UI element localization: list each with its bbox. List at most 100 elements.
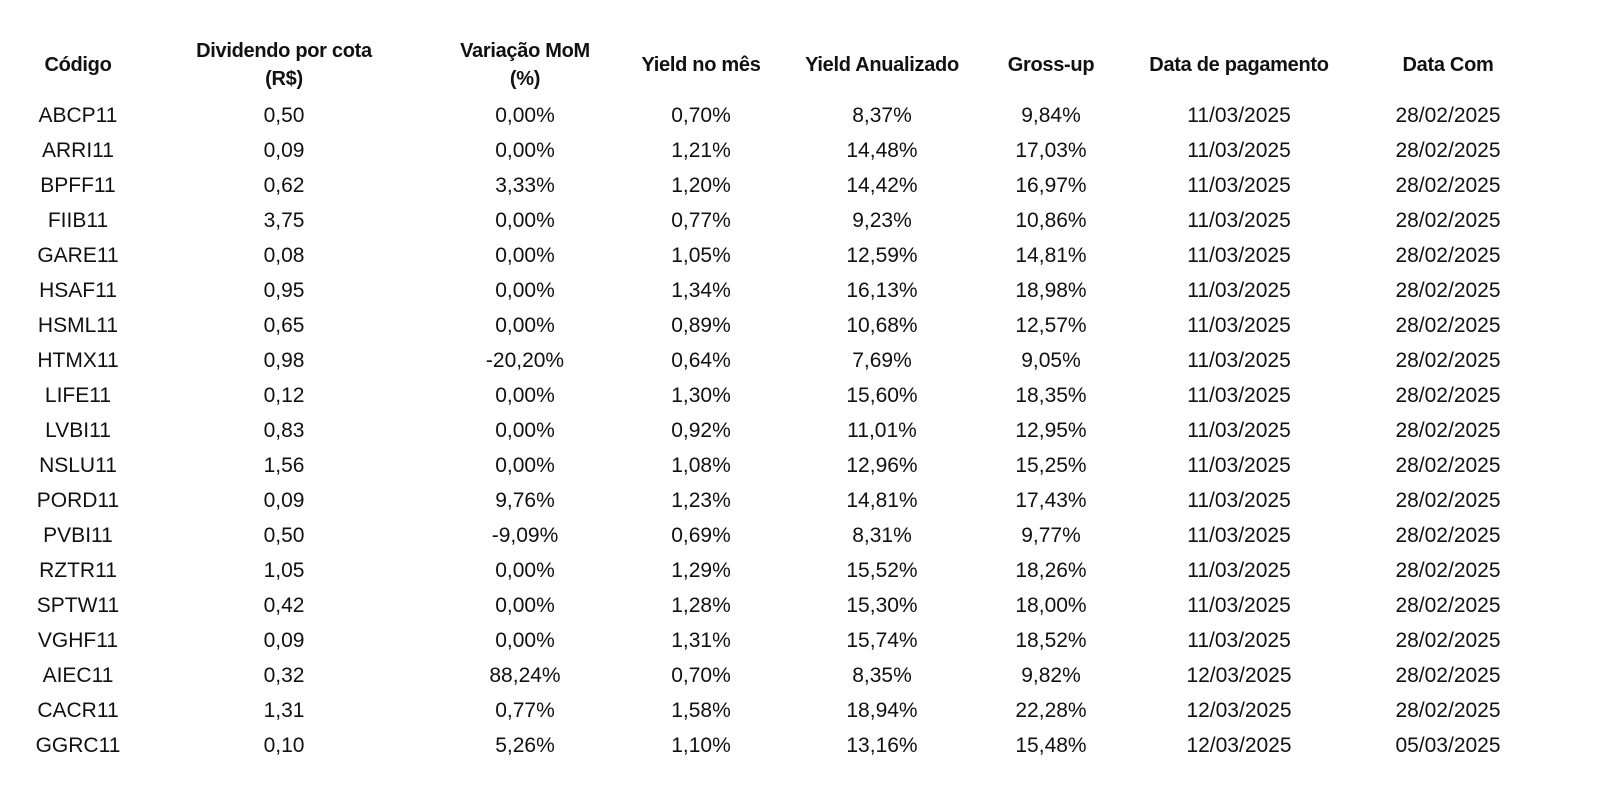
column-header-variacao-mom: Variação MoM (%) xyxy=(436,32,614,98)
cell-yield-anualizado: 10,68% xyxy=(846,313,918,337)
table-row: NSLU11 1,56 0,00% 1,08% 12,96% 15,25% 11/03/20… xyxy=(24,448,1544,483)
cell-yield-anualizado: 14,81% xyxy=(846,488,918,512)
cell-yield-no-mes: 0,77% xyxy=(671,208,731,232)
cell-data-de-pagamento: 11/03/2025 xyxy=(1187,628,1291,652)
column-header-text: Dividendo por cota xyxy=(196,40,372,62)
table-row: GARE11 0,08 0,00% 1,05% 12,59% 14,81% 11/03/20… xyxy=(24,238,1544,273)
cell-codigo: BPFF11 xyxy=(40,173,116,197)
table-row: PORD11 0,09 9,76% 1,23% 14,81% 17,43% 11/03/20… xyxy=(24,483,1544,518)
cell-yield-anualizado: 15,74% xyxy=(846,628,918,652)
cell-data-com: 28/02/2025 xyxy=(1395,698,1501,722)
cell-data-com: 28/02/2025 xyxy=(1395,348,1501,372)
column-header-text: Yield no mês xyxy=(641,54,761,76)
cell-dividendo-por-cota: 0,12 xyxy=(263,383,305,407)
cell-variacao-mom: 0,00% xyxy=(495,558,555,582)
cell-data-com: 28/02/2025 xyxy=(1395,383,1501,407)
cell-codigo: GARE11 xyxy=(37,243,119,267)
cell-codigo: ABCP11 xyxy=(38,103,118,127)
cell-gross-up: 18,35% xyxy=(1015,383,1087,407)
cell-dividendo-por-cota: 0,42 xyxy=(263,593,305,617)
column-header-text: Data Com xyxy=(1402,54,1494,76)
cell-data-de-pagamento: 11/03/2025 xyxy=(1187,453,1291,477)
table-row: HSML11 0,65 0,00% 0,89% 10,68% 12,57% 11/03/20… xyxy=(24,308,1544,343)
column-header-yield-anualizado: Yield Anualizado xyxy=(788,32,976,98)
cell-variacao-mom: 0,00% xyxy=(495,103,555,127)
cell-data-de-pagamento: 11/03/2025 xyxy=(1187,348,1291,372)
cell-yield-anualizado: 11,01% xyxy=(847,418,917,442)
cell-gross-up: 18,98% xyxy=(1015,278,1087,302)
cell-variacao-mom: -20,20% xyxy=(485,348,565,372)
cell-data-com: 28/02/2025 xyxy=(1395,663,1501,687)
table-row: BPFF11 0,62 3,33% 1,20% 14,42% 16,97% 11/03/20… xyxy=(24,168,1544,203)
cell-yield-anualizado: 8,37% xyxy=(852,103,912,127)
cell-dividendo-por-cota: 0,09 xyxy=(263,628,305,652)
cell-yield-no-mes: 0,89% xyxy=(671,313,731,337)
cell-codigo: SPTW11 xyxy=(36,593,120,617)
table-body: ABCP11 0,50 0,00% 0,70% 8,37% 9,84% 11/03/2025… xyxy=(24,98,1544,763)
cell-data-de-pagamento: 11/03/2025 xyxy=(1187,173,1291,197)
cell-codigo: FIIB11 xyxy=(47,208,109,232)
cell-yield-no-mes: 1,58% xyxy=(671,698,731,722)
cell-data-com: 28/02/2025 xyxy=(1395,558,1501,582)
cell-data-com: 28/02/2025 xyxy=(1395,523,1501,547)
cell-codigo: CACR11 xyxy=(37,698,119,722)
cell-yield-no-mes: 0,70% xyxy=(671,663,731,687)
cell-yield-anualizado: 14,42% xyxy=(846,173,918,197)
cell-data-de-pagamento: 11/03/2025 xyxy=(1187,278,1291,302)
cell-gross-up: 18,52% xyxy=(1015,628,1087,652)
cell-yield-no-mes: 1,21% xyxy=(671,138,731,162)
cell-data-de-pagamento: 12/03/2025 xyxy=(1186,663,1292,687)
cell-dividendo-por-cota: 0,08 xyxy=(263,243,305,267)
cell-codigo: GGRC11 xyxy=(35,733,121,757)
cell-gross-up: 12,57% xyxy=(1015,313,1087,337)
cell-data-com: 28/02/2025 xyxy=(1395,138,1501,162)
cell-dividendo-por-cota: 0,09 xyxy=(263,138,305,162)
cell-data-com: 28/02/2025 xyxy=(1395,628,1501,652)
table-row: GGRC11 0,10 5,26% 1,10% 13,16% 15,48% 12/03/20… xyxy=(24,728,1544,763)
table-row: RZTR11 1,05 0,00% 1,29% 15,52% 18,26% 11/03/20… xyxy=(24,553,1544,588)
cell-data-com: 28/02/2025 xyxy=(1395,453,1501,477)
cell-data-de-pagamento: 11/03/2025 xyxy=(1187,418,1291,442)
cell-yield-no-mes: 1,05% xyxy=(671,243,731,267)
cell-codigo: HSAF11 xyxy=(39,278,117,302)
column-header-text: Gross-up xyxy=(1007,54,1095,76)
cell-variacao-mom: 0,00% xyxy=(495,243,555,267)
cell-yield-anualizado: 7,69% xyxy=(852,348,912,372)
cell-codigo: HTMX11 xyxy=(37,348,119,372)
cell-yield-anualizado: 13,16% xyxy=(846,733,918,757)
cell-yield-anualizado: 12,59% xyxy=(846,243,918,267)
cell-codigo: VGHF11 xyxy=(37,628,119,652)
cell-gross-up: 9,82% xyxy=(1021,663,1081,687)
cell-data-de-pagamento: 11/03/2025 xyxy=(1187,313,1291,337)
cell-codigo: HSML11 xyxy=(37,313,119,337)
cell-codigo: PVBI11 xyxy=(43,523,113,547)
cell-dividendo-por-cota: 0,50 xyxy=(263,103,305,127)
table-row: LIFE11 0,12 0,00% 1,30% 15,60% 18,35% 11/03/20… xyxy=(24,378,1544,413)
column-header-text: (R$) xyxy=(265,68,303,90)
cell-yield-anualizado: 15,52% xyxy=(846,558,918,582)
cell-yield-no-mes: 1,31% xyxy=(671,628,731,652)
cell-data-de-pagamento: 11/03/2025 xyxy=(1187,558,1291,582)
cell-dividendo-por-cota: 1,56 xyxy=(263,453,305,477)
cell-data-de-pagamento: 11/03/2025 xyxy=(1187,383,1291,407)
cell-data-com: 05/03/2025 xyxy=(1395,733,1501,757)
cell-codigo: PORD11 xyxy=(36,488,120,512)
cell-data-de-pagamento: 11/03/2025 xyxy=(1187,523,1291,547)
table-row: ARRI11 0,09 0,00% 1,21% 14,48% 17,03% 11/03/20… xyxy=(24,133,1544,168)
cell-gross-up: 22,28% xyxy=(1015,698,1087,722)
cell-codigo: ARRI11 xyxy=(42,138,114,162)
cell-variacao-mom: 0,00% xyxy=(495,628,555,652)
cell-dividendo-por-cota: 0,32 xyxy=(263,663,305,687)
cell-gross-up: 15,48% xyxy=(1015,733,1087,757)
cell-dividendo-por-cota: 1,05 xyxy=(263,558,305,582)
cell-yield-no-mes: 1,08% xyxy=(671,453,731,477)
cell-variacao-mom: 0,00% xyxy=(495,593,555,617)
cell-variacao-mom: 0,00% xyxy=(495,383,555,407)
cell-data-de-pagamento: 11/03/2025 xyxy=(1187,138,1291,162)
table-row: HTMX11 0,98 -20,20% 0,64% 7,69% 9,05% 11/03/20… xyxy=(24,343,1544,378)
cell-data-com: 28/02/2025 xyxy=(1395,418,1501,442)
table-row: LVBI11 0,83 0,00% 0,92% 11,01% 12,95% 11/03/20… xyxy=(24,413,1544,448)
cell-yield-no-mes: 1,20% xyxy=(671,173,731,197)
cell-data-de-pagamento: 12/03/2025 xyxy=(1186,698,1292,722)
